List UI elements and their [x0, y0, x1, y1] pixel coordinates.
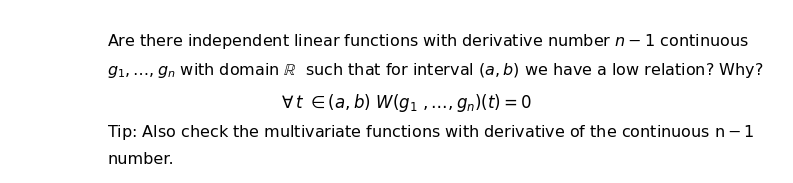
Text: Are there independent linear functions with derivative number $n-1$ continuous: Are there independent linear functions w…: [107, 32, 749, 51]
Text: $g_1, \ldots, g_n$ with domain $\mathbb{R}$  such that for interval $(a, b)$ we : $g_1, \ldots, g_n$ with domain $\mathbb{…: [107, 61, 764, 80]
Text: $\forall\, t\ \in (a, b)\ W(g_1\ ,\ldots, g_n)(t) = 0$: $\forall\, t\ \in (a, b)\ W(g_1\ ,\ldots…: [281, 92, 532, 114]
Text: number.: number.: [107, 152, 174, 167]
Text: Tip: Also check the multivariate functions with derivative of the continuous $\m: Tip: Also check the multivariate functio…: [107, 123, 755, 142]
